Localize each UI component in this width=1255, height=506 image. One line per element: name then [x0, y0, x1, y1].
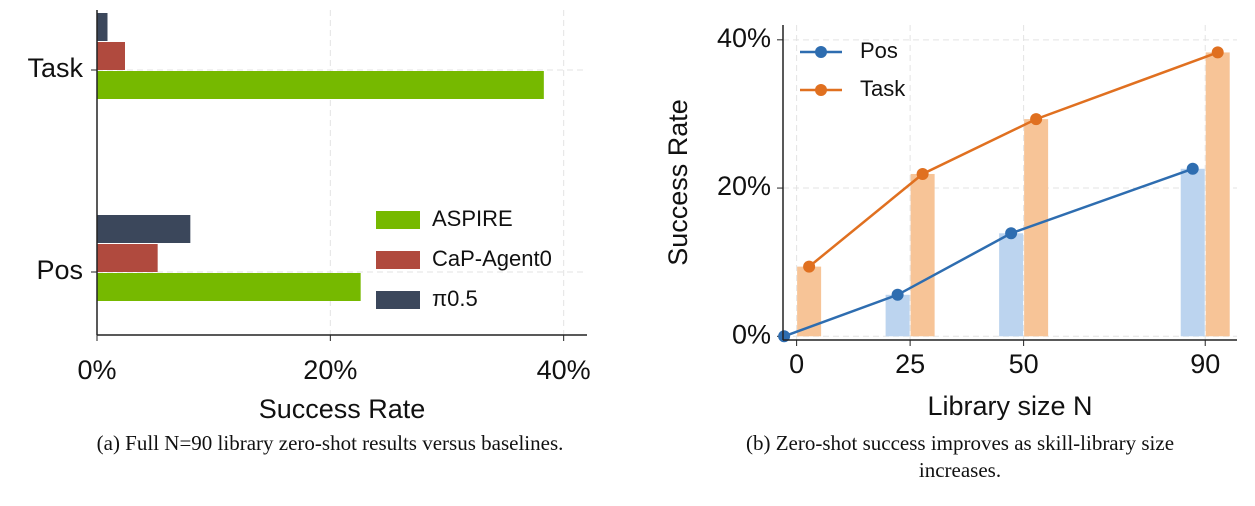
x-tick-label: 0	[789, 349, 804, 379]
y-tick-label: 0%	[732, 319, 771, 349]
bar	[97, 244, 158, 272]
marker	[1005, 227, 1018, 240]
bar	[97, 71, 544, 99]
marker	[1030, 113, 1043, 126]
caption: (a) Full N=90 library zero-shot results …	[96, 431, 564, 455]
caption: (b) Zero-shot success improves as skill-…	[745, 431, 1175, 482]
line	[783, 167, 1194, 338]
legend-marker	[815, 84, 827, 96]
legend-label: π0.5	[432, 286, 478, 311]
marker	[803, 260, 816, 273]
y-tick-label: 40%	[717, 23, 771, 53]
x-axis-title: Success Rate	[259, 394, 426, 420]
y-tick-label: Task	[27, 53, 83, 83]
legend-marker	[815, 46, 827, 58]
bar	[1205, 52, 1230, 337]
x-tick-label: 25	[895, 349, 925, 379]
bar	[97, 13, 108, 41]
legend-swatch	[376, 251, 420, 269]
bar	[910, 173, 935, 337]
x-tick-label: 0%	[77, 355, 116, 385]
y-tick-label: 20%	[717, 171, 771, 201]
bar	[885, 294, 910, 337]
bar	[1180, 168, 1205, 337]
marker	[1186, 162, 1199, 175]
x-tick-label: 90	[1190, 349, 1220, 379]
legend-label: Pos	[860, 38, 898, 63]
y-axis-title: Success Rate	[663, 99, 693, 266]
bar	[97, 42, 125, 70]
bar	[999, 233, 1024, 337]
legend-label: ASPIRE	[432, 206, 513, 231]
y-tick-label: Pos	[36, 255, 83, 285]
marker	[916, 167, 929, 180]
marker	[1211, 46, 1224, 59]
legend-label: Task	[860, 76, 906, 101]
x-axis-title: Library size N	[927, 391, 1092, 420]
x-tick-label: 50	[1009, 349, 1039, 379]
legend-swatch	[376, 291, 420, 309]
bar	[97, 273, 361, 301]
bar	[97, 215, 191, 243]
marker	[891, 288, 904, 301]
x-tick-label: 40%	[537, 355, 591, 385]
legend-swatch	[376, 211, 420, 229]
figure: 0% 20% 40% Task Pos Success Rate ASPIRE CaP-Age…	[27, 10, 1237, 420]
legend-label: CaP-Agent0	[432, 246, 552, 271]
line	[808, 51, 1219, 268]
x-tick-label: 20%	[303, 355, 357, 385]
